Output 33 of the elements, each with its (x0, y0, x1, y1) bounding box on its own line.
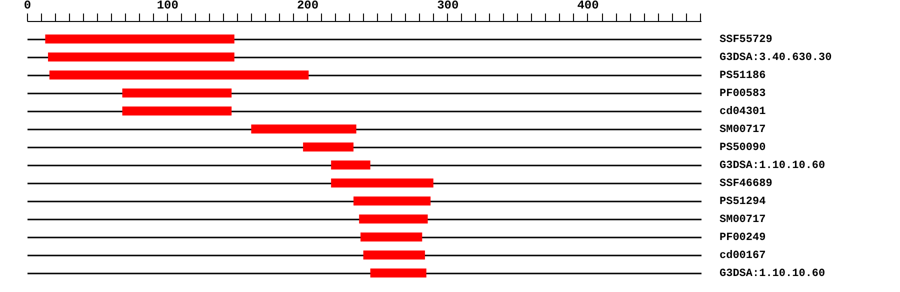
x-tick-label: 100 (156, 0, 178, 12)
bar (331, 178, 434, 188)
x-tick-label: 200 (296, 0, 319, 12)
y-tick-label: cd04301 (720, 106, 766, 118)
bar (363, 250, 425, 260)
bar (353, 196, 431, 206)
bar (303, 142, 354, 152)
y-tick-label: SM00717 (720, 214, 766, 226)
bar (360, 232, 422, 242)
x-tick-label: 400 (577, 0, 599, 12)
bar (48, 52, 234, 62)
y-tick-label: SM00717 (720, 124, 766, 136)
bar (122, 88, 232, 98)
bar (251, 124, 356, 134)
bar (331, 160, 370, 170)
y-tick-label: G3DSA:1.10.10.60 (720, 160, 826, 172)
y-tick-label: G3DSA:3.40.630.30 (720, 52, 832, 64)
y-tick-label: PF00583 (720, 88, 766, 100)
y-tick-label: cd00167 (720, 250, 766, 262)
y-tick-label: PS51294 (720, 196, 766, 208)
bar (370, 268, 426, 278)
y-tick-label: PS50090 (720, 142, 766, 154)
x-tick-label: 300 (437, 0, 459, 12)
bar (49, 70, 309, 80)
x-tick-label: 0 (24, 0, 32, 12)
y-tick-label: G3DSA:1.10.10.60 (720, 268, 826, 280)
y-tick-label: PS51186 (720, 70, 766, 82)
bar (45, 34, 234, 44)
y-tick-label: PF00249 (720, 232, 766, 244)
y-tick-label: SSF46689 (720, 178, 772, 190)
y-tick-label: SSF55729 (720, 34, 772, 46)
bar (122, 106, 232, 116)
bar (359, 214, 428, 224)
